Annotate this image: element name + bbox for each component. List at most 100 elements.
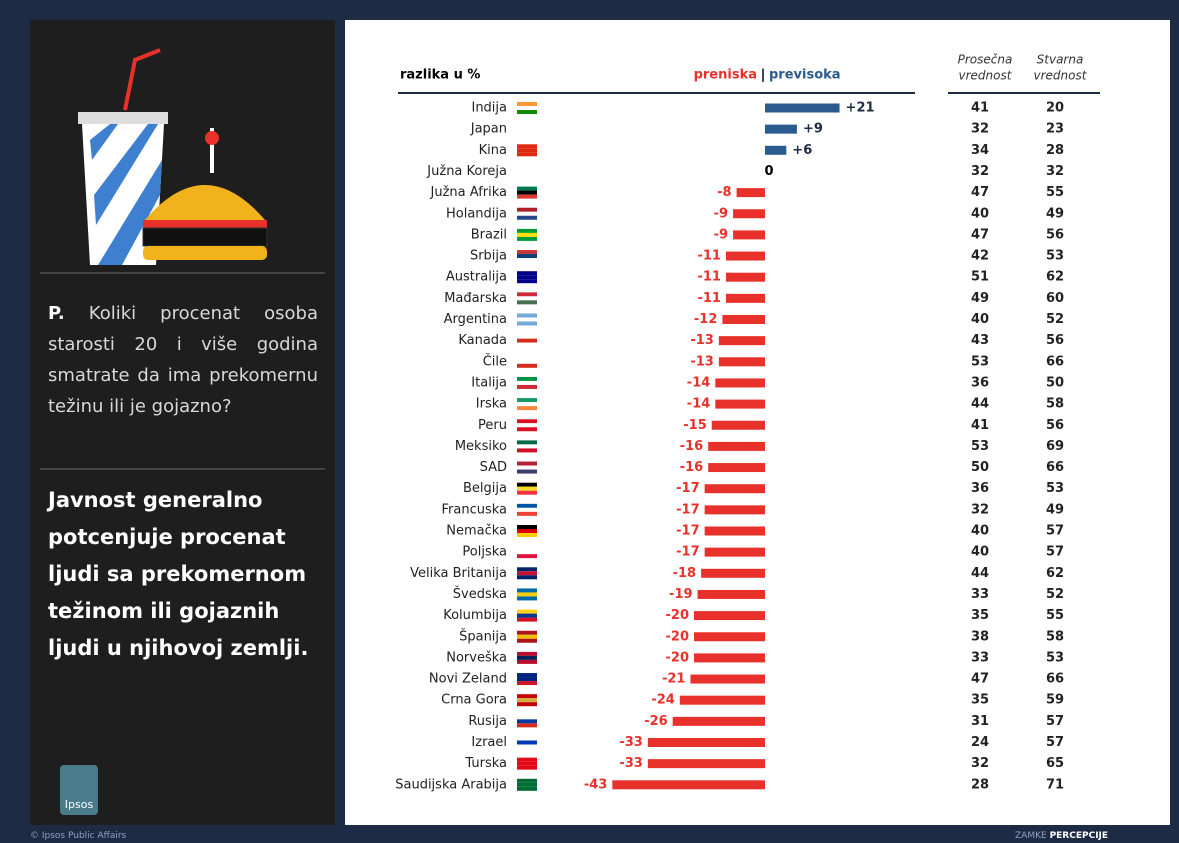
flag-stripe: [517, 334, 537, 339]
bar: [765, 145, 787, 155]
flag-stripe: [517, 398, 537, 403]
flag-stripe: [517, 529, 537, 533]
flag-stripe: [517, 296, 537, 301]
table-cell: 57: [1046, 524, 1064, 539]
table-cell: 43: [971, 333, 989, 348]
legend-separator: |: [761, 68, 766, 83]
bar: [765, 124, 797, 134]
category-label: Čile: [483, 353, 507, 369]
bar: [694, 653, 765, 663]
table-cell: 41: [971, 101, 989, 116]
logo: Ipsos: [60, 765, 98, 815]
flag-stripe: [517, 207, 537, 212]
value-label: -17: [676, 524, 700, 539]
flag-stripe: [517, 681, 537, 686]
value-label: +9: [803, 122, 823, 137]
table-cell: 32: [971, 164, 989, 179]
flag-stripe: [517, 127, 537, 132]
value-label: -20: [666, 608, 690, 623]
category-label: Španija: [459, 628, 507, 644]
flag-stripe: [517, 106, 537, 110]
flag-stripe: [517, 440, 537, 445]
flag-stripe: [517, 655, 537, 660]
table-cell: 28: [1046, 143, 1064, 158]
flag-stripe: [517, 715, 537, 720]
category-label: Srbija: [470, 249, 507, 264]
bar: [694, 611, 765, 621]
value-label: -19: [669, 587, 693, 602]
illustration: [78, 48, 268, 265]
flag-stripe: [517, 110, 537, 114]
value-label: -20: [666, 650, 690, 665]
category-label: Argentina: [444, 312, 507, 327]
flag-stripe: [517, 550, 537, 555]
bar: [733, 209, 765, 219]
flag-stripe: [517, 617, 537, 622]
table-cell: 58: [1046, 397, 1064, 412]
table-cell: 33: [971, 587, 989, 602]
flag-stripe: [517, 406, 537, 411]
bar: [708, 463, 765, 473]
table-cell: 66: [1046, 354, 1064, 369]
bar: [647, 738, 765, 747]
value-label: 0: [764, 164, 773, 179]
category-label: Južna Afrika: [430, 185, 507, 200]
bar: [711, 420, 765, 430]
table-cell: 31: [971, 714, 989, 729]
flag-stripe: [517, 546, 537, 551]
table-cell: 23: [1046, 122, 1064, 137]
flag-stripe: [517, 525, 537, 529]
value-label: -20: [666, 629, 690, 644]
flag-stripe: [517, 757, 537, 762]
category-label: Švedska: [453, 586, 507, 602]
bar: [694, 632, 765, 642]
value-label: -43: [584, 777, 608, 792]
flag-stripe: [517, 376, 537, 381]
flag-stripe: [517, 702, 537, 707]
category-label: Holandija: [446, 206, 507, 221]
flag-stripe: [517, 236, 537, 241]
value-label: -24: [651, 693, 675, 708]
category-label: Izrael: [471, 735, 507, 750]
flag-stripe: [517, 423, 537, 428]
flag-stripe: [517, 677, 537, 682]
value-label: -16: [680, 460, 704, 475]
flag-stripe: [517, 567, 537, 572]
flag-stripe: [517, 194, 537, 199]
table-cell: 35: [971, 693, 989, 708]
value-label: -17: [676, 502, 700, 517]
flag-stripe: [517, 131, 537, 136]
value-label: -18: [673, 566, 697, 581]
table-cell: 40: [971, 524, 989, 539]
category-label: Južna Koreja: [426, 164, 507, 179]
table-cell: 38: [971, 629, 989, 644]
value-label: -11: [697, 249, 721, 264]
bar: [736, 188, 765, 198]
bar: [722, 315, 765, 324]
table-cell: 57: [1046, 545, 1064, 560]
table-cell: 49: [971, 291, 989, 306]
table-cell: 56: [1046, 418, 1064, 433]
table-cell: 49: [1046, 502, 1064, 517]
category-label: Mađarska: [444, 291, 507, 306]
flag-stripe: [517, 596, 537, 601]
category-label: Rusija: [468, 714, 507, 729]
table-cell: 58: [1046, 629, 1064, 644]
flag-stripe: [517, 503, 537, 508]
category-label: Indija: [471, 101, 507, 116]
table-cell: 60: [1046, 291, 1064, 306]
value-label: -9: [714, 227, 728, 242]
bar: [725, 251, 765, 261]
flag-stripe: [517, 186, 537, 191]
table-cell: 47: [971, 672, 989, 687]
category-label: Crna Gora: [441, 693, 507, 708]
flag-stripe: [517, 736, 537, 741]
table-cell: 53: [1046, 481, 1064, 496]
table-cell: 66: [1046, 460, 1064, 475]
bar: [718, 357, 765, 367]
flag-stripe: [517, 461, 537, 466]
bar: [715, 378, 765, 388]
flag-stripe: [517, 554, 537, 559]
flag-stripe: [517, 355, 537, 360]
category-label: Irska: [476, 397, 507, 412]
